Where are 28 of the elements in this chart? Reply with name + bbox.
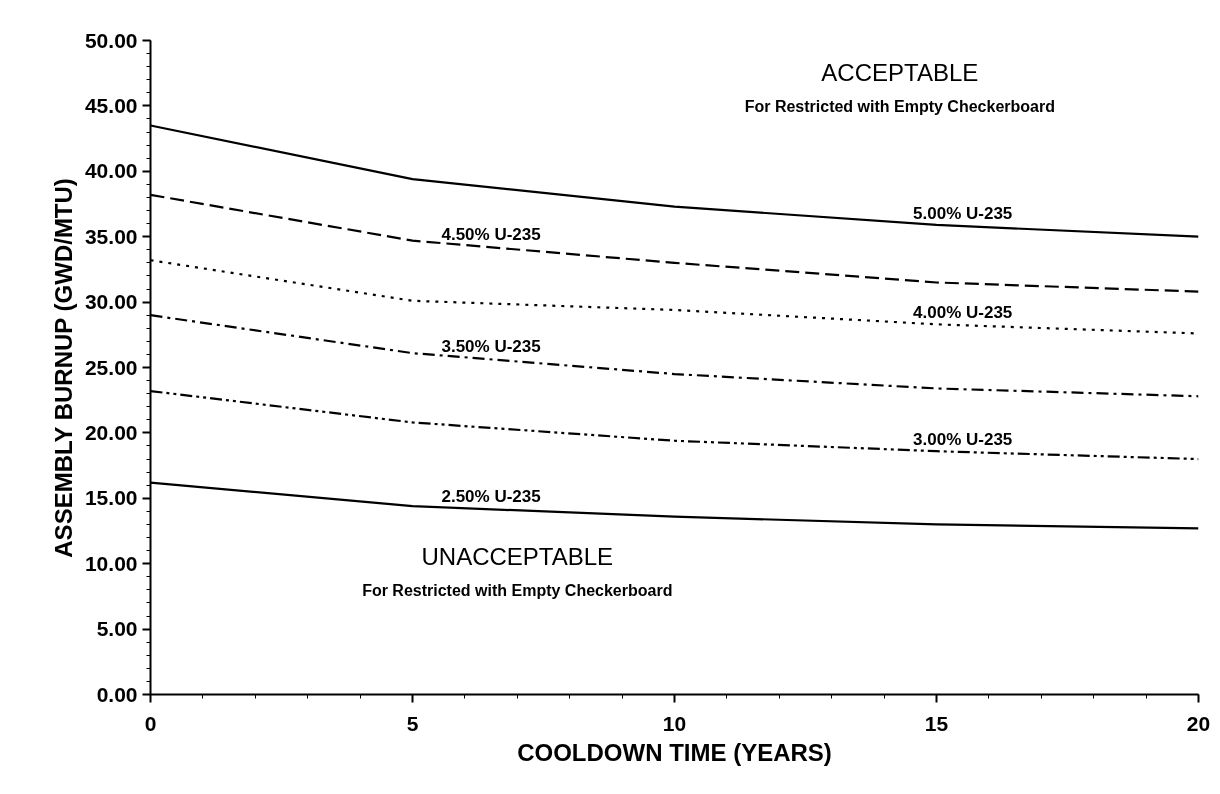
- y-tick-label: 45.00: [84, 93, 138, 117]
- y-tick-label: 40.00: [84, 159, 138, 183]
- y-tick-label: 30.00: [84, 290, 138, 314]
- annotation: ACCEPTABLE: [821, 59, 979, 87]
- x-tick-label: 20: [1186, 711, 1211, 735]
- series-label: 5.00% U-235: [913, 204, 1013, 224]
- y-tick-label: 0.00: [96, 682, 138, 706]
- annotation: UNACCEPTABLE: [421, 543, 614, 571]
- x-tick-label: 5: [406, 711, 419, 735]
- series-label: 3.00% U-235: [913, 430, 1013, 449]
- y-tick-label: 50.00: [84, 28, 138, 52]
- y-tick-label: 25.00: [84, 355, 138, 379]
- annotation: For Restricted with Empty Checkerboard: [362, 582, 673, 600]
- y-tick-label: 15.00: [84, 486, 138, 510]
- x-tick-label: 15: [924, 711, 949, 735]
- x-tick-label: 0: [144, 711, 157, 735]
- annotation: For Restricted with Empty Checkerboard: [744, 98, 1055, 116]
- y-axis-title: ASSEMBLY BURNUP (GWD/MTU): [49, 178, 77, 558]
- x-axis-title: COOLDOWN TIME (YEARS): [517, 738, 832, 766]
- series-label: 2.50% U-235: [441, 487, 541, 507]
- y-tick-label: 5.00: [96, 617, 138, 641]
- series-label: 4.50% U-235: [441, 225, 541, 245]
- y-tick-label: 35.00: [84, 224, 138, 248]
- x-tick-label: 10: [662, 711, 687, 735]
- series-label: 3.50% U-235: [441, 337, 541, 357]
- y-tick-label: 20.00: [84, 420, 138, 444]
- y-tick-label: 10.00: [84, 551, 138, 575]
- series-label: 4.00% U-235: [913, 303, 1013, 323]
